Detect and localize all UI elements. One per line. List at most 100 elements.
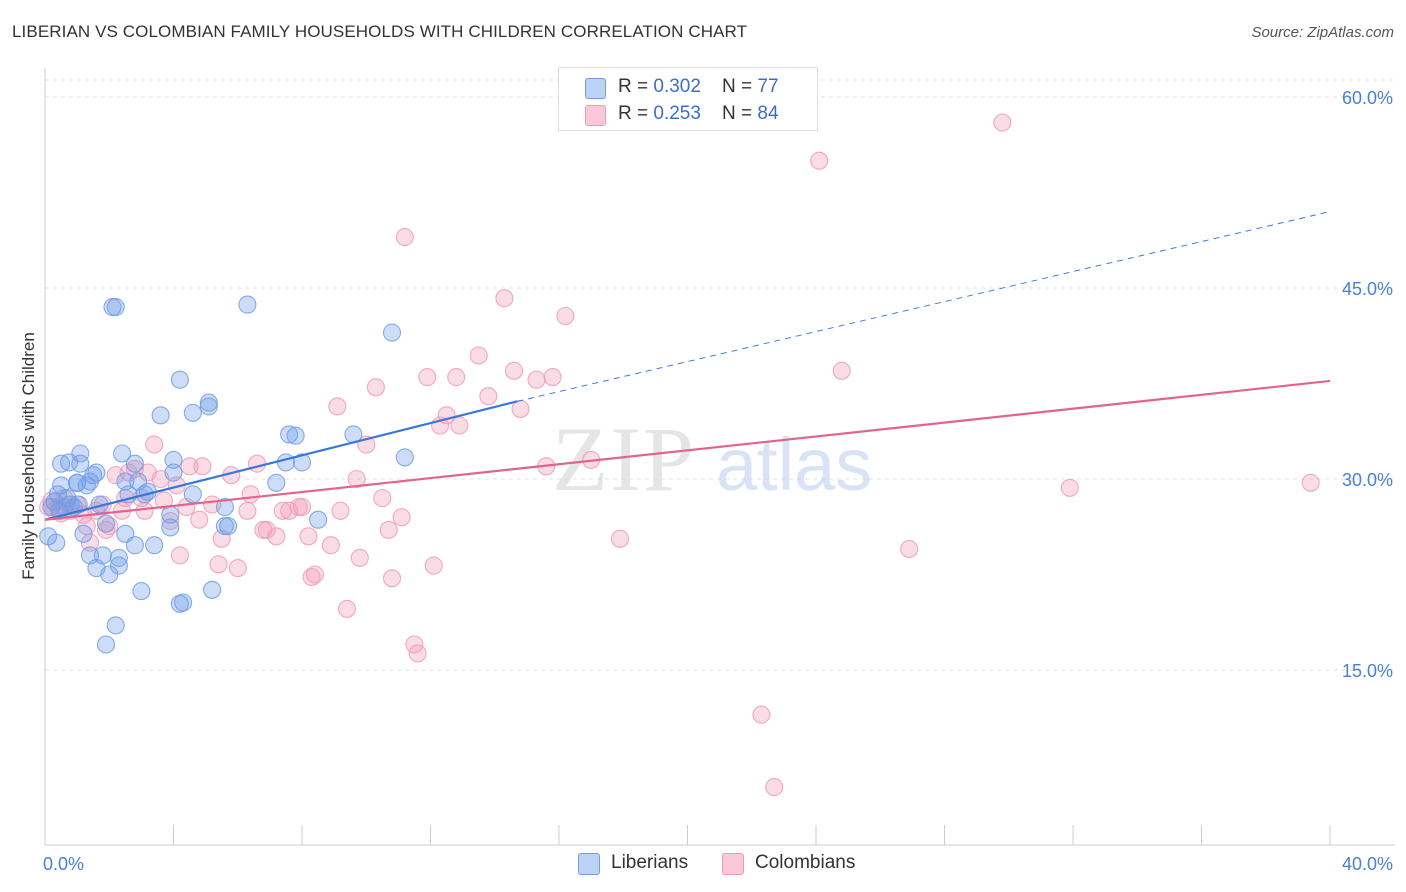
- colombian-point: [241, 485, 260, 504]
- liberian-point: [174, 593, 193, 612]
- colombians-swatch: [585, 105, 606, 126]
- liberian-point: [132, 582, 151, 601]
- colombian-point: [350, 548, 369, 567]
- colombian-point: [479, 387, 498, 406]
- colombian-point: [447, 368, 466, 387]
- liberian-point: [199, 393, 218, 412]
- legend-r-label: R =: [618, 103, 654, 124]
- colombian-point: [900, 539, 919, 559]
- liberian-point: [219, 517, 238, 536]
- y-tick-label: 60.0%: [1342, 88, 1393, 108]
- colombian-point: [209, 555, 228, 574]
- liberian-point: [238, 295, 257, 314]
- colombian-point: [100, 517, 119, 536]
- bottom-legend-label: Liberians: [611, 852, 689, 873]
- colombian-point: [379, 520, 398, 539]
- liberian-point: [199, 397, 218, 416]
- liberian-point: [109, 556, 128, 575]
- liberian-point: [276, 453, 295, 472]
- colombian-point: [832, 361, 851, 380]
- liberian-point: [109, 548, 128, 567]
- colombian-point: [504, 361, 524, 380]
- liberian-point: [93, 546, 112, 565]
- y-tick-label: 45.0%: [1342, 279, 1393, 299]
- liberian-point: [145, 536, 164, 555]
- x-tick-label-max: 40.0%: [1342, 854, 1393, 874]
- watermark-zip: ZIP: [552, 408, 696, 510]
- colombian-point: [228, 559, 247, 578]
- legend-n-label: N =: [722, 76, 758, 97]
- liberian-point: [170, 370, 189, 389]
- liberian-point: [267, 473, 286, 492]
- liberian-point: [382, 323, 402, 342]
- liberian-point: [96, 514, 116, 533]
- colombian-point: [328, 397, 347, 416]
- liberian-point: [84, 466, 103, 485]
- liberian-point: [87, 463, 106, 482]
- colombian-point: [305, 565, 324, 584]
- colombian-point: [170, 546, 189, 565]
- legend-r-value-liberians: 0.302: [653, 76, 701, 97]
- liberian-point: [125, 454, 144, 473]
- colombian-point: [190, 510, 209, 529]
- legend: R = 0.302 N = 77 R = 0.253 N = 84: [558, 67, 818, 131]
- colombian-point: [424, 556, 443, 575]
- source-note: Source: ZipAtlas.com: [1251, 24, 1394, 41]
- liberian-point: [71, 454, 90, 473]
- liberian-point: [215, 497, 234, 517]
- chart-title: LIBERIAN VS COLOMBIAN FAMILY HOUSEHOLDS …: [12, 22, 748, 41]
- colombian-point: [527, 370, 546, 389]
- colombian-point: [347, 469, 366, 489]
- watermark-atlas: atlas: [716, 423, 872, 506]
- colombian-point: [495, 289, 514, 308]
- liberian-point: [125, 536, 144, 555]
- liberian-point: [113, 444, 132, 463]
- colombian-point: [450, 416, 469, 435]
- y-tick-label: 30.0%: [1342, 470, 1393, 490]
- colombian-point: [469, 346, 488, 365]
- liberians-swatch: [578, 853, 600, 875]
- colombians-trend-line: [44, 379, 1331, 521]
- legend-n-value-colombians: 84: [757, 103, 779, 124]
- colombian-point: [292, 497, 312, 517]
- colombian-point: [610, 529, 630, 548]
- colombian-point: [1301, 473, 1320, 492]
- colombian-point: [321, 536, 340, 555]
- liberian-point: [96, 635, 116, 654]
- liberian-point: [106, 298, 125, 317]
- colombian-point: [752, 705, 771, 724]
- liberians-trend-extension: [517, 211, 1331, 402]
- liberian-point: [280, 425, 299, 444]
- liberian-point: [292, 453, 312, 472]
- liberian-point: [183, 403, 202, 422]
- trend-lines: [44, 211, 1331, 521]
- colombian-point: [238, 501, 257, 520]
- liberian-point: [151, 406, 170, 425]
- colombian-point: [1060, 478, 1079, 497]
- colombian-point: [299, 527, 318, 546]
- colombian-point: [180, 457, 199, 476]
- liberian-point: [183, 485, 202, 504]
- axes: [44, 68, 1395, 846]
- colombian-point: [382, 569, 402, 588]
- legend-r-value-colombians: 0.253: [653, 103, 701, 124]
- legend-r-label: R =: [618, 76, 654, 97]
- colombian-point: [765, 778, 784, 797]
- colombian-point: [267, 527, 286, 546]
- y-tick-label: 15.0%: [1342, 661, 1393, 681]
- colombians-points: [39, 113, 1320, 797]
- colombian-point: [257, 520, 276, 539]
- colombian-point: [556, 306, 575, 326]
- colombian-point: [373, 489, 392, 508]
- colombians-swatch: [722, 853, 744, 875]
- liberians-swatch: [585, 78, 606, 99]
- colombian-point: [337, 599, 357, 618]
- bottom-legend-label: Colombians: [755, 852, 856, 873]
- liberian-point: [161, 518, 180, 537]
- colombian-point: [408, 644, 427, 663]
- colombian-point: [302, 567, 321, 587]
- colombian-point: [193, 457, 212, 476]
- liberian-point: [309, 510, 328, 529]
- liberian-point: [69, 495, 88, 514]
